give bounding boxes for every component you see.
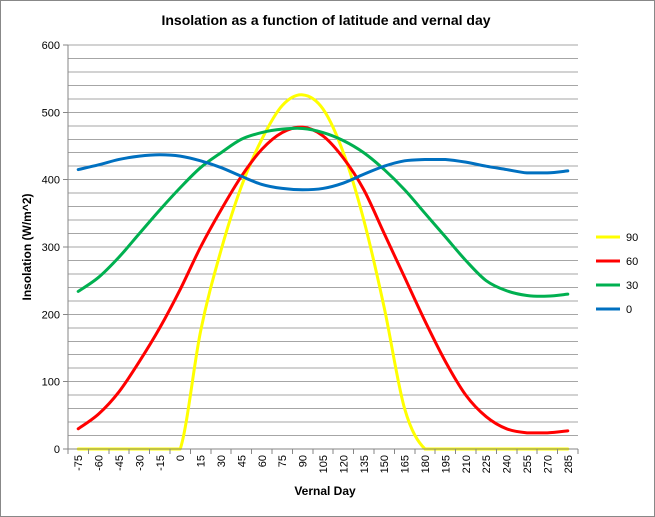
- series-layer: [76, 93, 570, 451]
- x-tick-label: 285: [563, 455, 575, 473]
- x-tick-label: -15: [155, 455, 167, 471]
- x-tick-label: -75: [73, 455, 85, 471]
- x-tick-label: 75: [277, 455, 289, 467]
- x-tick-label: 60: [257, 455, 269, 467]
- y-tick-label: 200: [42, 309, 60, 321]
- series-line-60: [76, 125, 570, 435]
- y-tick-label: 300: [42, 242, 60, 254]
- x-tick-label: 270: [542, 455, 554, 473]
- x-tick-label: 150: [379, 455, 391, 473]
- y-tick-label: 100: [42, 377, 60, 389]
- x-tick-label: 165: [400, 455, 412, 473]
- x-tick-label: 180: [420, 455, 432, 473]
- x-tick-label: 135: [359, 455, 371, 473]
- x-tick-label: 240: [502, 455, 514, 473]
- grid-layer: [68, 44, 578, 437]
- y-tick-label: 0: [54, 444, 60, 456]
- x-tick-label: 45: [236, 455, 248, 467]
- y-axis-label: Insolation (W/m^2): [20, 193, 34, 300]
- x-tick-label: 0: [175, 455, 187, 461]
- x-tick-label: 195: [440, 455, 452, 473]
- x-tick-label: 30: [216, 455, 228, 467]
- x-tick-label: 105: [318, 455, 330, 473]
- series-line-90: [76, 93, 570, 451]
- y-tick-label: 600: [42, 40, 60, 52]
- x-tick-label: 120: [338, 455, 350, 473]
- chart-title: Insolation as a function of latitude and…: [161, 12, 490, 28]
- legend-label-60: 60: [626, 256, 638, 268]
- legend-label-0: 0: [626, 304, 632, 316]
- x-tick-label: -45: [114, 455, 126, 471]
- x-axis-label: Vernal Day: [294, 484, 356, 498]
- legend-layer: 90 60 30 0: [596, 232, 638, 316]
- series-line-0: [76, 153, 570, 192]
- legend-label-30: 30: [626, 280, 638, 292]
- legend-label-90: 90: [626, 232, 638, 244]
- x-tick-label: 90: [298, 455, 310, 467]
- x-tick-label: 255: [522, 455, 534, 473]
- y-tick-label: 400: [42, 175, 60, 187]
- x-tick-label: -60: [94, 455, 106, 471]
- series-line-30: [76, 126, 570, 298]
- y-tick-label: 500: [42, 107, 60, 119]
- x-tick-label: -30: [134, 455, 146, 471]
- x-tick-label: 15: [196, 455, 208, 467]
- x-tick-label: 210: [461, 455, 473, 473]
- axis-layer: 0 100 200 300 400 500 600 -75 -60 -45 -30 -15 0 15 30 4…: [42, 40, 579, 473]
- x-tick-label: 225: [481, 455, 493, 473]
